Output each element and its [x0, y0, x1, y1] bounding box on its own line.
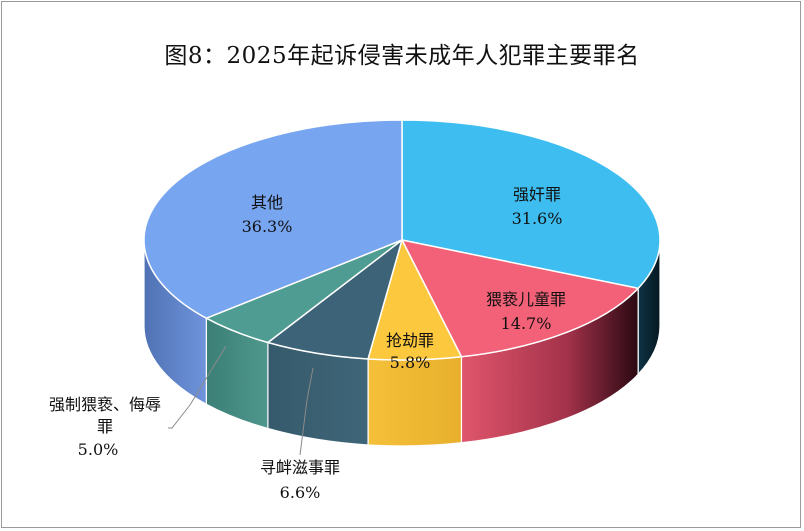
- label-qiangjian-name: 强奸罪: [513, 185, 561, 204]
- label-qiangjian-pct: 31.6%: [512, 209, 563, 228]
- label-xunxin-pct: 6.6%: [280, 483, 321, 502]
- chart-title: 图8：2025年起诉侵害未成年人犯罪主要罪名: [164, 43, 640, 69]
- label-qiangzhi-name-line1: 强制猥亵、侮辱: [49, 395, 161, 414]
- pie-slice-qita: [143, 119, 403, 319]
- label-qiangzhi-pct: 5.0%: [78, 440, 119, 459]
- label-qita-name: 其他: [251, 193, 283, 212]
- pie-top-faces: [143, 119, 661, 361]
- label-xunxin-name: 寻衅滋事罪: [260, 458, 340, 477]
- leader-line-xunxin: [299, 367, 314, 456]
- leader-line-qiangzhi: [168, 345, 227, 429]
- pie-slice-qiangjian: [401, 119, 661, 290]
- label-qita-pct: 36.3%: [242, 217, 293, 236]
- label-qiangjie-name: 抢劫罪: [386, 331, 434, 350]
- pie-slice-weixie: [401, 239, 639, 358]
- label-weixie-name: 猥亵儿童罪: [486, 290, 566, 309]
- label-qiangjie-pct: 5.8%: [390, 353, 431, 372]
- label-qiangzhi-name-line2: 罪: [97, 417, 113, 436]
- label-weixie-pct: 14.7%: [501, 314, 552, 333]
